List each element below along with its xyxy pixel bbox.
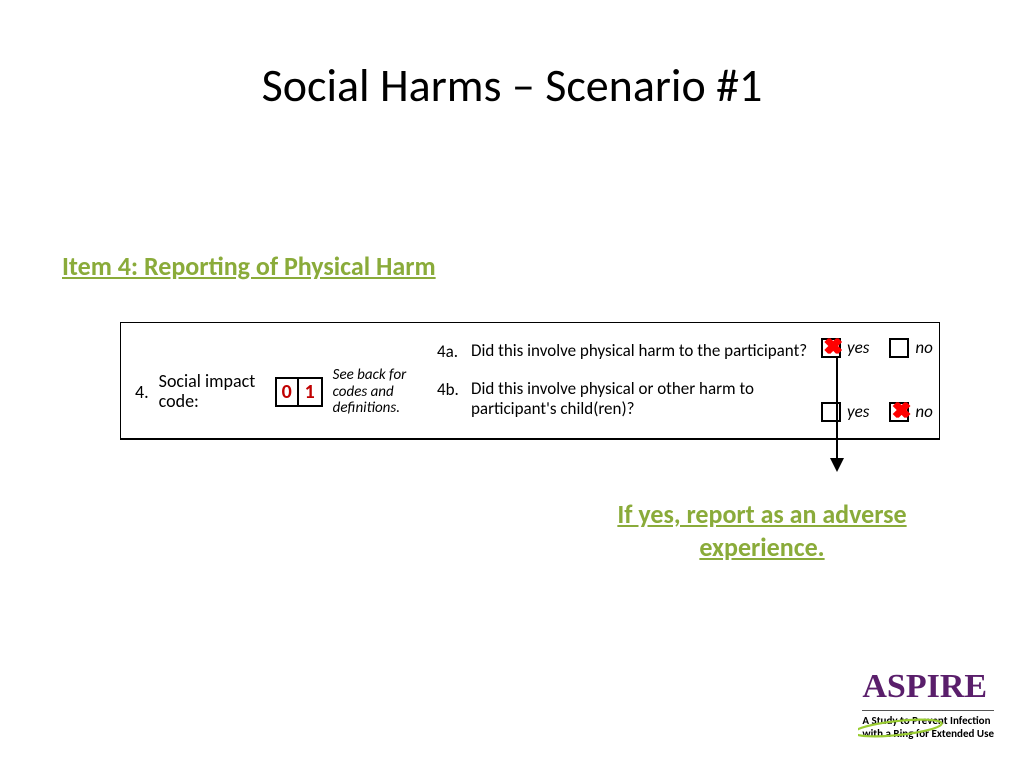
section-subtitle: Item 4: Reporting of Physical Harm [62, 250, 436, 282]
seeback-note: See back for codes and definitions. [333, 367, 423, 417]
opt-label-4b-no: no [915, 401, 932, 422]
item-number: 4. [135, 381, 149, 403]
logo-wordmark: ASPIRE [862, 668, 994, 706]
q-num-4b: 4b. [437, 379, 471, 400]
opt-label-4a-yes: yes [847, 337, 869, 358]
code-digit-1: 1 [299, 377, 323, 407]
code-entry-boxes: 0 1 [275, 377, 323, 407]
code-digit-0: 0 [275, 377, 299, 407]
checkbox-4a-yes: ✖ [821, 338, 841, 358]
q-text-4a: Did this involve physical harm to the pa… [471, 341, 835, 361]
question-4b: 4b. Did this involve physical or other h… [437, 379, 835, 418]
item-label: Social impact code: [159, 372, 269, 412]
options-4a: ✖ yes no [821, 337, 953, 358]
form-bottom-rule [121, 438, 939, 440]
slide: Social Harms – Scenario #1 Item 4: Repor… [0, 0, 1024, 768]
q-text-4b: Did this involve physical or other harm … [471, 379, 835, 418]
aspire-logo: ASPIRE A Study to Prevent Infection with… [862, 668, 994, 740]
options-4b: yes ✖ no [821, 401, 953, 422]
item-4-left: 4. Social impact code: 0 1 See back for … [135, 367, 423, 417]
checkbox-4b-no: ✖ [889, 402, 909, 422]
x-mark-icon: ✖ [892, 402, 910, 420]
logo-swoosh-icon [858, 718, 998, 738]
q-num-4a: 4a. [437, 341, 471, 362]
page-title: Social Harms – Scenario #1 [0, 58, 1024, 114]
footnote-text: If yes, report as an adverse experience. [582, 498, 942, 563]
opt-label-4b-yes: yes [847, 401, 869, 422]
checkbox-4a-no [889, 338, 909, 358]
x-mark-icon: ✖ [824, 338, 842, 356]
opt-label-4a-no: no [915, 337, 932, 358]
checkbox-4b-yes [821, 402, 841, 422]
question-4a: 4a. Did this involve physical harm to th… [437, 341, 835, 362]
form-item-4: 4. Social impact code: 0 1 See back for … [120, 322, 940, 440]
